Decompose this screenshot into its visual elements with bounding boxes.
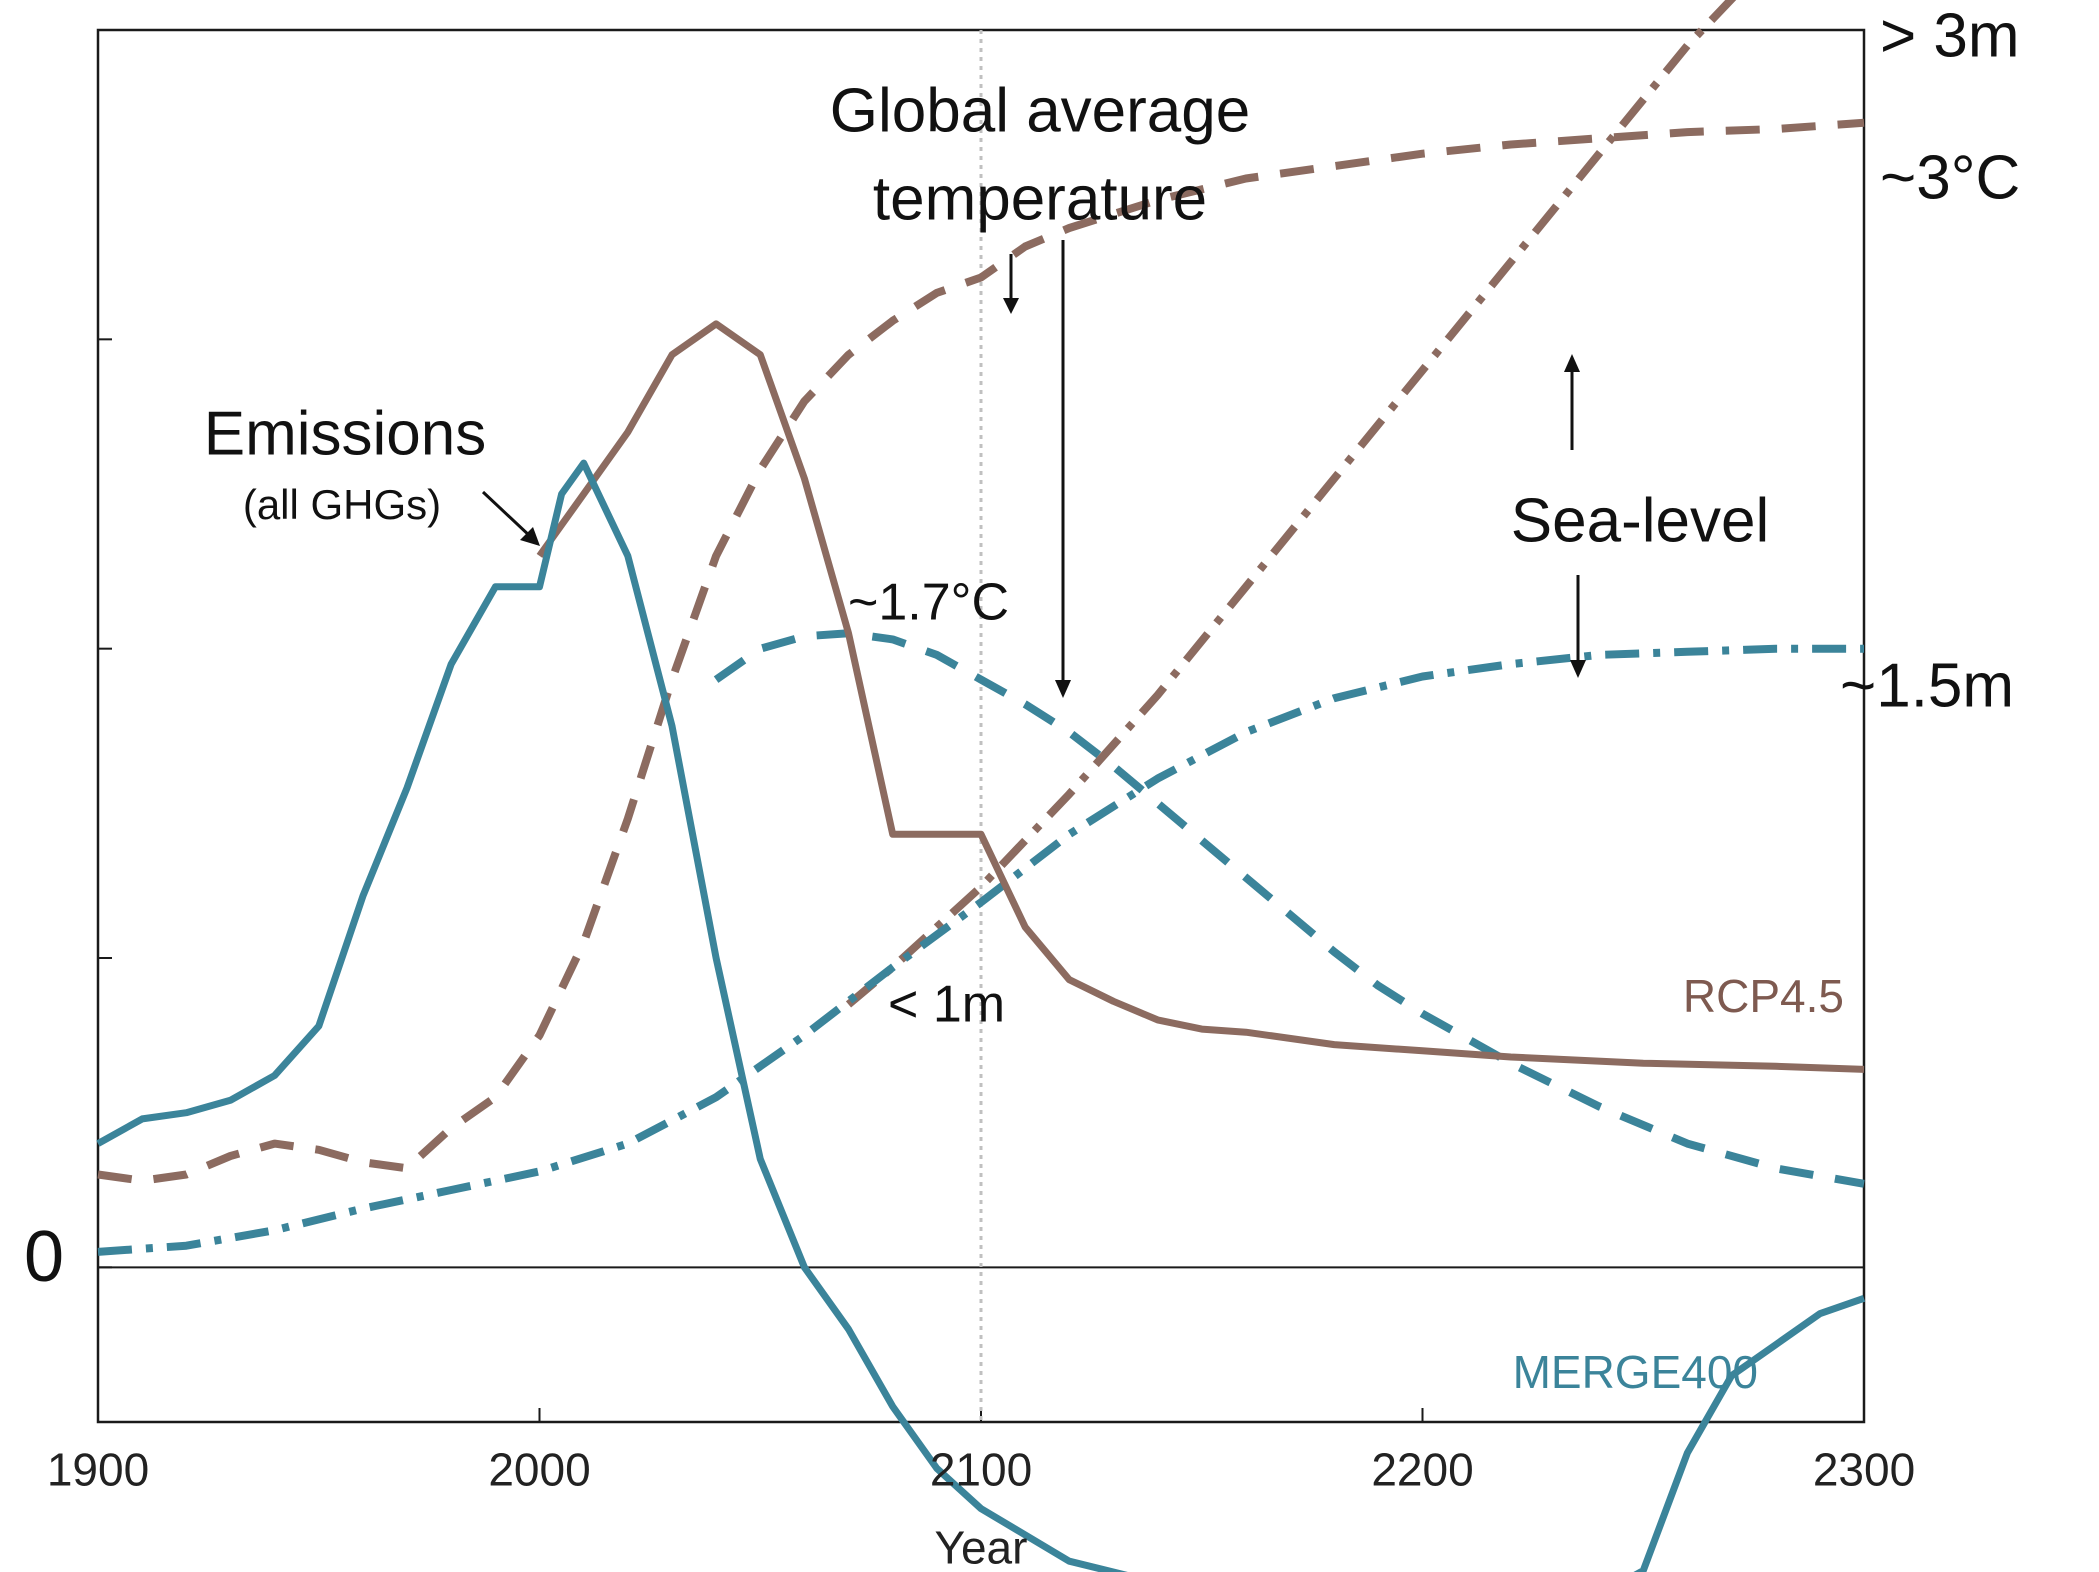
right-label-sea-high: > 3m bbox=[1880, 1, 2020, 70]
x-axis-label: Year bbox=[935, 1522, 1028, 1572]
x-tick-label-2300: 2300 bbox=[1813, 1444, 1915, 1496]
emissions-arrow-head bbox=[520, 527, 540, 546]
x-tick-label-1900: 1900 bbox=[47, 1444, 149, 1496]
annotation-temp-low: ~1.7°C bbox=[848, 574, 1009, 632]
annotation-emissions-sub: (all GHGs) bbox=[243, 481, 441, 528]
annotation-temperature-line2: temperature bbox=[873, 164, 1207, 233]
x-tick-label-2200: 2200 bbox=[1371, 1444, 1473, 1496]
y-tick-label-zero: 0 bbox=[24, 1217, 64, 1297]
annotation-emissions: Emissions bbox=[204, 399, 487, 468]
series-line-0-solid bbox=[536, 320, 1865, 1073]
temperature-arrow-short-head bbox=[1003, 298, 1019, 314]
y-axis-ticks bbox=[98, 338, 112, 1423]
annotation-sea-low: < 1m bbox=[888, 976, 1005, 1034]
series-label-merge400: MERGE400 bbox=[1513, 1346, 1758, 1398]
right-label-temp-high: ~3°C bbox=[1880, 143, 2020, 212]
temperature-arrow-long-head bbox=[1055, 680, 1071, 698]
emissions-arrow-line bbox=[481, 490, 534, 540]
series-line-2-dashed bbox=[97, 118, 1865, 1185]
x-tick-label-2100: 2100 bbox=[930, 1444, 1032, 1496]
series-line-4-dashdot bbox=[845, 0, 1737, 1008]
annotation-temperature-line1: Global average bbox=[830, 76, 1251, 145]
x-tick-label-2000: 2000 bbox=[488, 1444, 590, 1496]
right-label-sea-low: ~1.5m bbox=[1840, 651, 2014, 720]
series-line-5-dashdot bbox=[97, 644, 1864, 1256]
annotation-sea-level: Sea-level bbox=[1511, 486, 1769, 555]
sea-level-arrow-up-head bbox=[1564, 354, 1580, 372]
series-line-1-solid bbox=[96, 459, 1866, 1572]
series-label-rcp45: RCP4.5 bbox=[1683, 970, 1844, 1022]
series-layer bbox=[96, 0, 1866, 1572]
series-line-3-dashed bbox=[713, 629, 1865, 1188]
sea-level-arrow-down-head bbox=[1570, 660, 1586, 678]
